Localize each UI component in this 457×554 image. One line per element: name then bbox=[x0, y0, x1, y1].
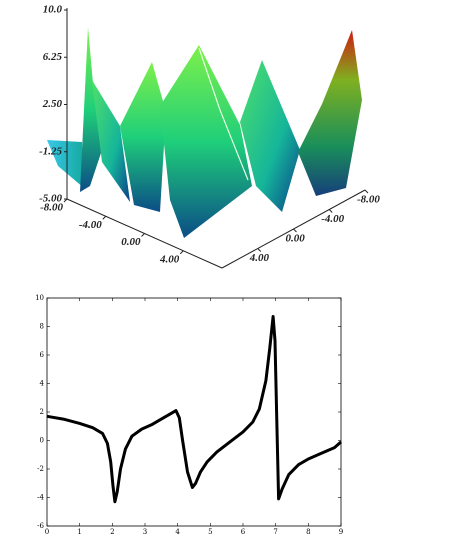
x-tick-label: 4 bbox=[175, 528, 180, 536]
x-tick-label: 0.00 bbox=[121, 236, 141, 248]
y-tick-label: 0 bbox=[40, 437, 44, 445]
surface bbox=[47, 27, 362, 238]
x-tick-label: 9 bbox=[339, 528, 343, 536]
z-tick-label: 6.25 bbox=[43, 51, 63, 63]
surface-patch bbox=[80, 27, 102, 192]
y-tick-label: 10 bbox=[35, 294, 44, 302]
x-tick bbox=[102, 215, 107, 220]
surface-patch bbox=[240, 60, 300, 212]
line bbox=[46, 315, 342, 504]
y-tick-label: 6 bbox=[40, 351, 45, 359]
y-tick-label: -8.00 bbox=[357, 194, 380, 206]
surface-highlight bbox=[198, 47, 249, 181]
z-tick-label: -5.00 bbox=[39, 193, 62, 205]
y-tick-label: -6 bbox=[37, 522, 44, 530]
x-tick-label: 6 bbox=[241, 528, 246, 536]
x-tick bbox=[63, 198, 68, 203]
surface-patch bbox=[298, 30, 362, 196]
y-tick-label: 2 bbox=[40, 408, 44, 416]
surface-patch bbox=[92, 80, 130, 202]
y-tick-label: -2 bbox=[37, 465, 44, 473]
x-tick-label: 0 bbox=[45, 528, 49, 536]
x-tick-label: 7 bbox=[273, 528, 277, 536]
y-tick bbox=[328, 209, 333, 213]
z-tick-label: 2.50 bbox=[42, 98, 63, 110]
x-tick-label: -4.00 bbox=[79, 219, 102, 231]
x-tick bbox=[141, 233, 145, 237]
surface-patch bbox=[120, 62, 166, 212]
x-tick bbox=[179, 250, 184, 255]
y-tick-label: 8 bbox=[40, 323, 44, 331]
plot-frame bbox=[46, 297, 342, 527]
x-tick-label: -8.00 bbox=[40, 202, 63, 214]
x-tick-label: 4.00 bbox=[159, 253, 180, 265]
z-tick-label: 10.0 bbox=[43, 4, 63, 16]
y-tick-label: -4 bbox=[37, 494, 44, 502]
y-tick bbox=[293, 228, 297, 233]
x-tick-label: 8 bbox=[306, 528, 310, 536]
y-tick-label: -4.00 bbox=[321, 213, 344, 225]
surface-patch bbox=[160, 45, 252, 238]
y-tick-label: 0.00 bbox=[286, 233, 306, 245]
z-tick-label: -1.25 bbox=[39, 145, 62, 157]
y-tick bbox=[364, 189, 369, 194]
y-tick-label: 4.00 bbox=[249, 252, 270, 264]
surface-patch bbox=[47, 140, 84, 188]
x-tick-label: 5 bbox=[208, 528, 212, 536]
y-tick-label: 4 bbox=[40, 380, 45, 388]
x-tick-label: 3 bbox=[143, 528, 147, 536]
y-tick bbox=[257, 248, 262, 252]
x-tick-label: 2 bbox=[110, 528, 114, 536]
x-tick-label: 1 bbox=[77, 528, 81, 536]
